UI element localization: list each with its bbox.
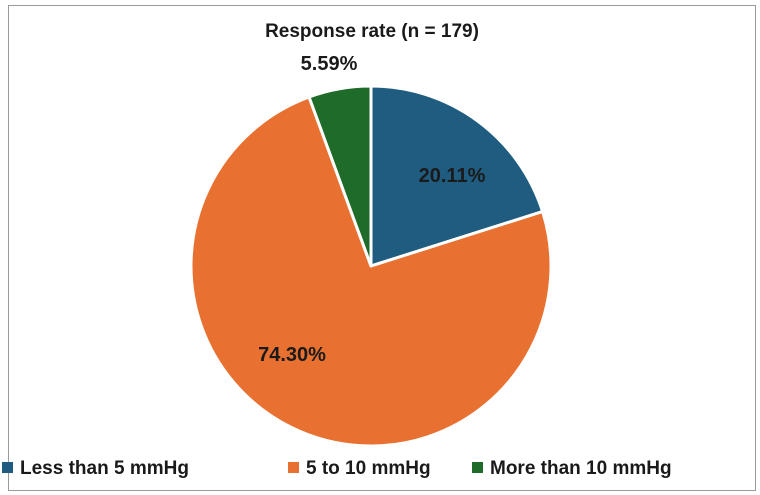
- legend-swatch-more-than-10: [472, 462, 483, 473]
- legend-label-less-than-5: Less than 5 mmHg: [20, 458, 189, 479]
- slice-5-to-10: [189, 95, 553, 448]
- slice-label-more-than-10: 5.59%: [301, 53, 358, 75]
- legend-label-5-to-10: 5 to 10 mmHg: [306, 458, 431, 479]
- legend-label-more-than-10: More than 10 mmHg: [490, 458, 672, 479]
- slice-less-than-5: [369, 84, 545, 268]
- slice-label-5-to-10: 74.30%: [258, 344, 326, 366]
- chart-legend: Less than 5 mmHg 5 to 10 mmHg More than …: [2, 458, 672, 479]
- chart-title: Response rate (n = 179): [265, 21, 479, 42]
- legend-swatch-5-to-10: [288, 462, 299, 473]
- pie-slice-labels: 20.11% 74.30% 5.59%: [258, 53, 486, 366]
- pie-slices: [189, 84, 553, 448]
- slice-more-than-10: [307, 84, 373, 268]
- legend-swatch-less-than-5: [2, 462, 13, 473]
- slice-label-less-than-5: 20.11%: [419, 165, 486, 187]
